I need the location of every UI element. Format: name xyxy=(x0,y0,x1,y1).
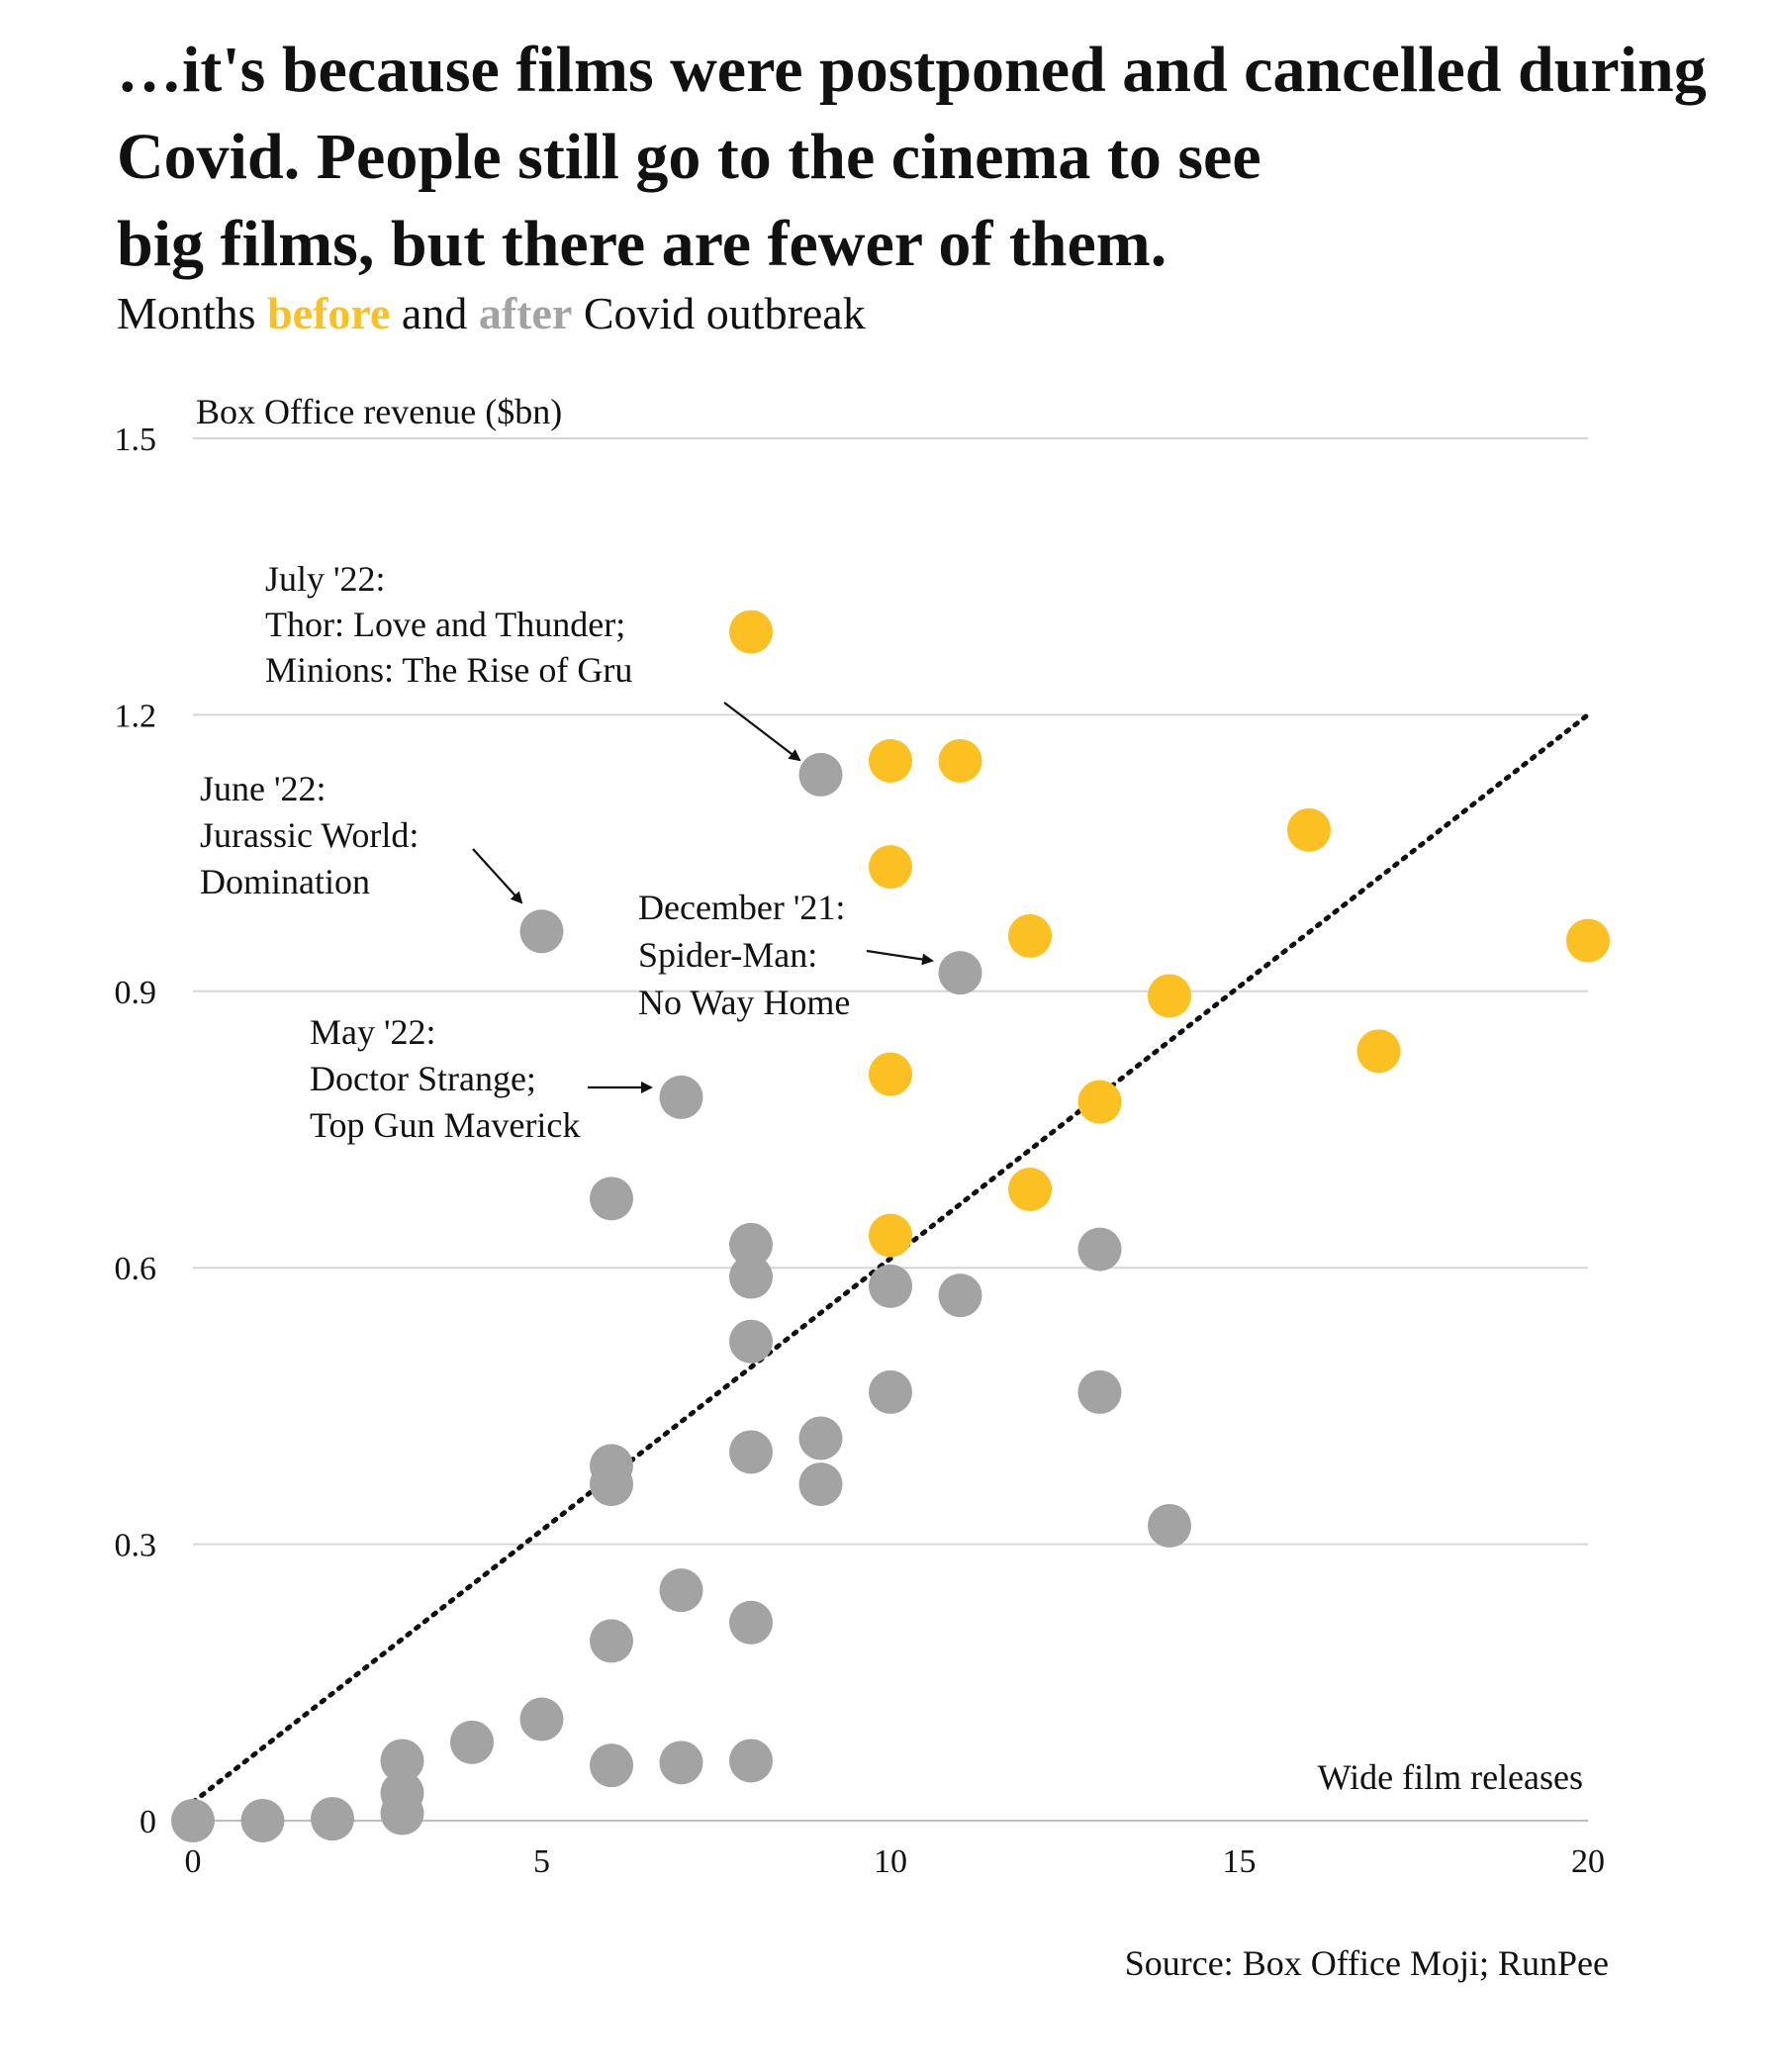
annotation-line: Top Gun Maverick xyxy=(310,1105,580,1145)
annotation-arrow xyxy=(472,848,523,904)
annotation-line: December '21: xyxy=(638,888,845,927)
x-tick-label: 15 xyxy=(1223,1843,1257,1880)
annotation-text: June '22: Jurassic World: Domination xyxy=(200,769,419,901)
x-tick-label: 10 xyxy=(874,1843,907,1880)
data-point-after xyxy=(869,1264,912,1308)
data-point-before xyxy=(938,738,982,783)
data-point-after xyxy=(938,1273,982,1318)
annotation-arrow xyxy=(723,702,801,762)
annotation-arrow xyxy=(866,949,934,966)
x-tick-label: 20 xyxy=(1571,1843,1605,1880)
data-point-after xyxy=(798,752,843,797)
data-point-after xyxy=(869,1369,912,1414)
data-point-after xyxy=(1148,1503,1191,1548)
data-point-after xyxy=(590,1619,633,1663)
subtitle-prefix: Months xyxy=(117,288,267,338)
annotation-line: Minions: The Rise of Gru xyxy=(265,650,632,690)
data-point-after xyxy=(659,1568,703,1613)
data-point-after xyxy=(380,1791,424,1836)
annotation-line: Jurassic World: xyxy=(200,815,419,855)
data-point-after xyxy=(1077,1227,1122,1271)
data-point-before xyxy=(1287,807,1331,852)
annotation-text: May '22: Doctor Strange; Top Gun Maverick xyxy=(310,1012,580,1145)
data-point-before xyxy=(869,845,912,890)
x-tick-label: 0 xyxy=(185,1843,202,1880)
data-point-after xyxy=(519,1697,564,1742)
data-point-after xyxy=(450,1720,494,1764)
annotation-line: Spider-Man: xyxy=(638,935,817,975)
y-tick-label: 0 xyxy=(140,1804,156,1840)
data-point-after xyxy=(171,1799,215,1842)
chart-title-line-2: Covid. People still go to the cinema to … xyxy=(117,121,1261,193)
annotation-line: Domination xyxy=(200,862,370,901)
data-point-before xyxy=(1008,1168,1052,1212)
data-point-before xyxy=(1566,918,1610,963)
data-points xyxy=(171,610,1610,1842)
y-axis-title: Box Office revenue ($bn) xyxy=(196,392,562,431)
data-point-after xyxy=(590,1743,633,1788)
data-point-before xyxy=(1008,913,1052,958)
data-point-after xyxy=(380,1739,424,1783)
data-point-before xyxy=(1148,974,1191,1018)
annotations: July '22: Thor: Love and Thunder; Minions:… xyxy=(200,559,934,1145)
x-tick-label: 5 xyxy=(533,1843,550,1880)
x-axis-ticks: 0 5 10 15 20 xyxy=(185,1843,1606,1880)
annotation-line: Doctor Strange; xyxy=(310,1059,536,1098)
y-tick-label: 1.2 xyxy=(115,698,157,734)
chart-title: …it's because films were postponed and c… xyxy=(117,34,1707,280)
data-point-after xyxy=(1077,1369,1122,1414)
y-tick-label: 1.5 xyxy=(115,422,157,458)
annotation-line: Thor: Love and Thunder; xyxy=(265,605,625,644)
data-point-before xyxy=(1077,1080,1122,1124)
data-point-after xyxy=(729,1430,773,1474)
data-point-after xyxy=(729,1255,773,1299)
y-tick-label: 0.6 xyxy=(115,1251,157,1287)
data-point-after xyxy=(240,1799,285,1842)
chart-title-line-1: …it's because films were postponed and c… xyxy=(117,34,1707,106)
data-point-after xyxy=(938,951,982,995)
data-point-after xyxy=(729,1222,773,1267)
data-point-before xyxy=(869,738,912,783)
annotation-line: July '22: xyxy=(265,559,386,599)
data-point-before xyxy=(1356,1029,1401,1074)
data-point-before xyxy=(869,1213,912,1258)
trendline-dotted xyxy=(190,711,1591,1805)
y-tick-label: 0.9 xyxy=(115,975,157,1011)
x-axis-title: Wide film releases xyxy=(1318,1757,1583,1797)
data-point-after xyxy=(729,1600,773,1645)
annotation-text: July '22: Thor: Love and Thunder; Minions:… xyxy=(265,559,632,690)
data-point-after xyxy=(590,1177,633,1221)
annotation-text: December '21: Spider-Man: No Way Home xyxy=(638,888,850,1022)
data-point-after xyxy=(798,1462,843,1507)
trendline xyxy=(190,711,1591,1805)
subtitle-before-label: before xyxy=(267,288,390,338)
data-point-after xyxy=(311,1797,354,1841)
annotation-line: No Way Home xyxy=(638,983,850,1022)
source-note: Source: Box Office Moji; RunPee xyxy=(1125,1943,1609,1983)
subtitle-middle: and xyxy=(390,288,478,338)
data-point-before xyxy=(869,1052,912,1096)
chart-title-line-3: big films, but there are fewer of them. xyxy=(117,208,1167,280)
annotation-line: June '22: xyxy=(200,769,326,808)
y-axis-ticks: 0 0.3 0.6 0.9 1.2 1.5 xyxy=(115,422,157,1840)
subtitle-after-label: after xyxy=(479,288,572,338)
data-point-after xyxy=(659,1741,703,1785)
annotation-line: May '22: xyxy=(310,1012,435,1052)
data-point-after xyxy=(590,1462,633,1507)
data-point-after xyxy=(729,1319,773,1364)
data-point-after xyxy=(798,1416,843,1460)
y-tick-label: 0.3 xyxy=(115,1528,157,1564)
data-point-after xyxy=(519,909,564,954)
data-point-before xyxy=(729,610,773,654)
data-point-after xyxy=(659,1075,703,1119)
data-point-after xyxy=(729,1739,773,1783)
chart-subtitle: Months before and after Covid outbreak xyxy=(117,288,866,338)
subtitle-suffix: Covid outbreak xyxy=(572,288,865,338)
